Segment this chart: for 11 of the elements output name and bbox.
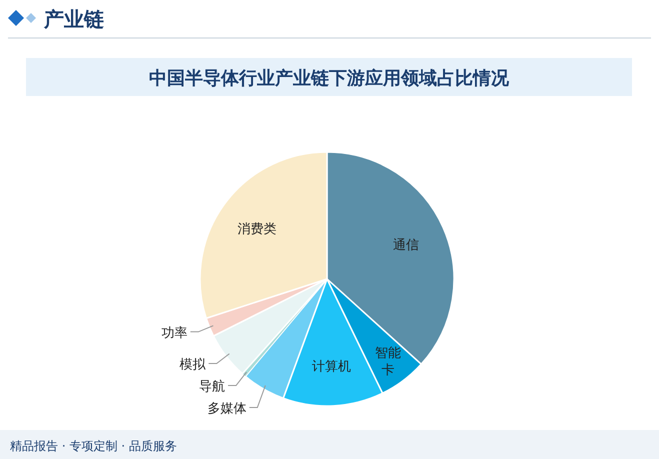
- text: 产业链: [43, 7, 105, 31]
- slice-label: 消费类: [238, 222, 277, 238]
- chart-title: 中国半导体行业产业链下游应用领域占比情况: [149, 68, 510, 89]
- slice-label: 导航: [199, 380, 226, 394]
- slice-label: 智能卡: [375, 346, 402, 378]
- text: 精品报告 · 专项定制 · 品质服务: [10, 439, 177, 453]
- slice-label: 计算机: [312, 359, 351, 374]
- slice-label: 模拟: [180, 358, 207, 372]
- slice-label: 通信: [392, 238, 419, 253]
- slice-label: 功率: [161, 324, 188, 341]
- slice-label: 多媒体: [207, 402, 246, 416]
